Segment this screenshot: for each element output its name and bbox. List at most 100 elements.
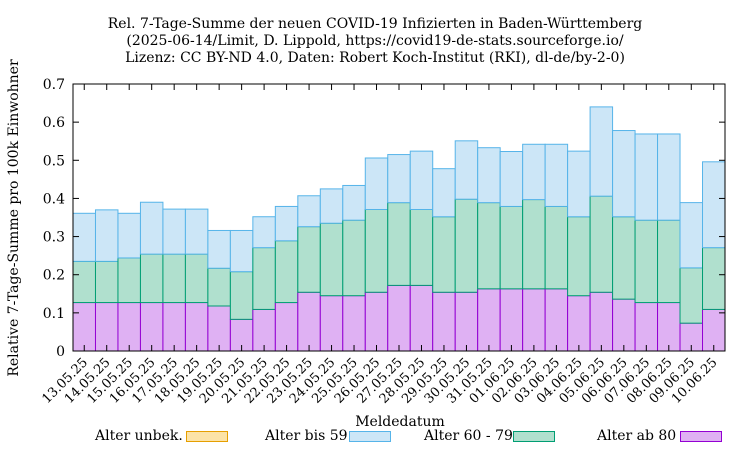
bar-segment <box>342 219 366 297</box>
bar-segment <box>409 150 434 210</box>
bar-segment <box>544 143 569 207</box>
bar-segment <box>162 253 186 304</box>
bar-segment <box>139 302 164 352</box>
legend: Alter unbek. Alter bis 59 Alter 60 - 79 … <box>0 428 750 446</box>
bar-segment <box>544 205 569 290</box>
bar-segment <box>342 184 366 221</box>
bar-segment <box>522 199 546 290</box>
bar-segment <box>364 208 389 293</box>
bar-segment <box>319 188 344 224</box>
bar-segment <box>72 260 96 304</box>
bar-segment <box>319 222 344 297</box>
bar-segment <box>297 291 321 352</box>
bar-segment <box>409 284 434 352</box>
legend-label-ab-80: Alter ab 80 <box>597 428 677 444</box>
y-tick-label: 0 <box>56 344 65 360</box>
bar-segment <box>522 143 546 201</box>
bar-segment <box>634 302 659 352</box>
bar-segment <box>522 288 546 352</box>
bar-segment <box>702 308 726 352</box>
bar-segment <box>634 219 659 304</box>
bar-segment <box>117 302 141 352</box>
bar-segment <box>274 302 299 352</box>
bar-segment <box>94 209 119 262</box>
bar-segment <box>229 271 254 320</box>
bar-segment <box>454 291 479 352</box>
x-axis-label: Meldedatum <box>355 414 445 430</box>
bar-segment <box>679 202 704 269</box>
bar-segment <box>319 295 344 352</box>
bar-segment <box>364 291 389 352</box>
bar-segment <box>657 133 681 221</box>
bar-segment <box>139 201 164 255</box>
bar-segment <box>454 140 479 200</box>
bar-segment <box>207 267 231 307</box>
bar-segment <box>409 208 434 286</box>
bar-segment <box>184 253 209 304</box>
bar-segment <box>274 205 299 242</box>
y-tick-label: 0.3 <box>43 230 65 246</box>
bar-segment <box>72 302 96 352</box>
bar-segment <box>252 247 276 310</box>
bar-segment <box>544 288 569 352</box>
bar-segment <box>477 147 501 204</box>
bar-segment <box>274 240 299 304</box>
bar-segment <box>612 130 636 218</box>
y-tick-label: 0.6 <box>43 115 65 131</box>
bar-segment <box>432 216 456 293</box>
bar-segment <box>499 288 524 352</box>
bar-segment <box>454 198 479 293</box>
chart-title-line-1: Rel. 7-Tage-Summe der neuen COVID-19 Inf… <box>107 16 643 32</box>
bar-segment <box>297 195 321 228</box>
bar-segment <box>342 295 366 352</box>
bar-segment <box>567 216 591 297</box>
bar-segment <box>612 216 636 300</box>
legend-label-bis-59: Alter bis 59 <box>265 428 348 444</box>
y-tick-label: 0.1 <box>43 306 65 322</box>
bar-segment <box>567 150 591 218</box>
bar-segment <box>229 229 254 273</box>
legend-label-unbekannt: Alter unbek. <box>95 428 183 444</box>
bar-segment <box>364 157 389 210</box>
bar-segment <box>387 284 411 352</box>
bar-segment <box>184 208 209 255</box>
bar-segment <box>432 291 456 352</box>
legend-label-60-79: Alter 60 - 79 <box>424 428 513 444</box>
y-tick-label: 0.7 <box>43 77 65 93</box>
legend-swatch-60-79 <box>513 431 555 442</box>
bar-segment <box>499 151 524 207</box>
bar-segment <box>702 247 726 310</box>
bar-segment <box>117 257 141 304</box>
bar-segment <box>589 106 614 197</box>
y-tick-label: 0.4 <box>43 191 65 207</box>
chart-title-line-2: (2025-06-14/Limit, D. Lippold, https://c… <box>126 33 624 49</box>
bar-segment <box>184 302 209 352</box>
bar-segment <box>297 226 321 293</box>
bar-segment <box>679 267 704 324</box>
bar-segment <box>657 219 681 304</box>
bar-segment <box>589 195 614 293</box>
bar-segment <box>72 212 96 262</box>
bar-segment <box>432 168 456 218</box>
bar-segment <box>207 229 231 269</box>
bar-segment <box>207 305 231 352</box>
bar-segment <box>499 205 524 290</box>
bar-segment <box>387 154 411 204</box>
y-tick-label: 0.2 <box>43 268 65 284</box>
bar-segment <box>252 308 276 352</box>
bar-segment <box>589 291 614 352</box>
bar-segment <box>162 208 186 255</box>
legend-swatch-unbekannt <box>186 431 228 442</box>
bar-segment <box>477 202 501 290</box>
y-tick-label: 0.5 <box>43 153 65 169</box>
y-axis-label: Relative 7-Tage-Summe pro 100k Einwohner <box>6 59 22 377</box>
bar-segment <box>387 202 411 286</box>
bar-segment <box>94 260 119 304</box>
bar-segment <box>139 253 164 304</box>
chart-title-line-3: Lizenz: CC BY-ND 4.0, Daten: Robert Koch… <box>125 50 625 66</box>
bar-segment <box>634 133 659 221</box>
bar-segment <box>567 295 591 352</box>
bar-segment <box>94 302 119 352</box>
bar-segment <box>612 298 636 352</box>
